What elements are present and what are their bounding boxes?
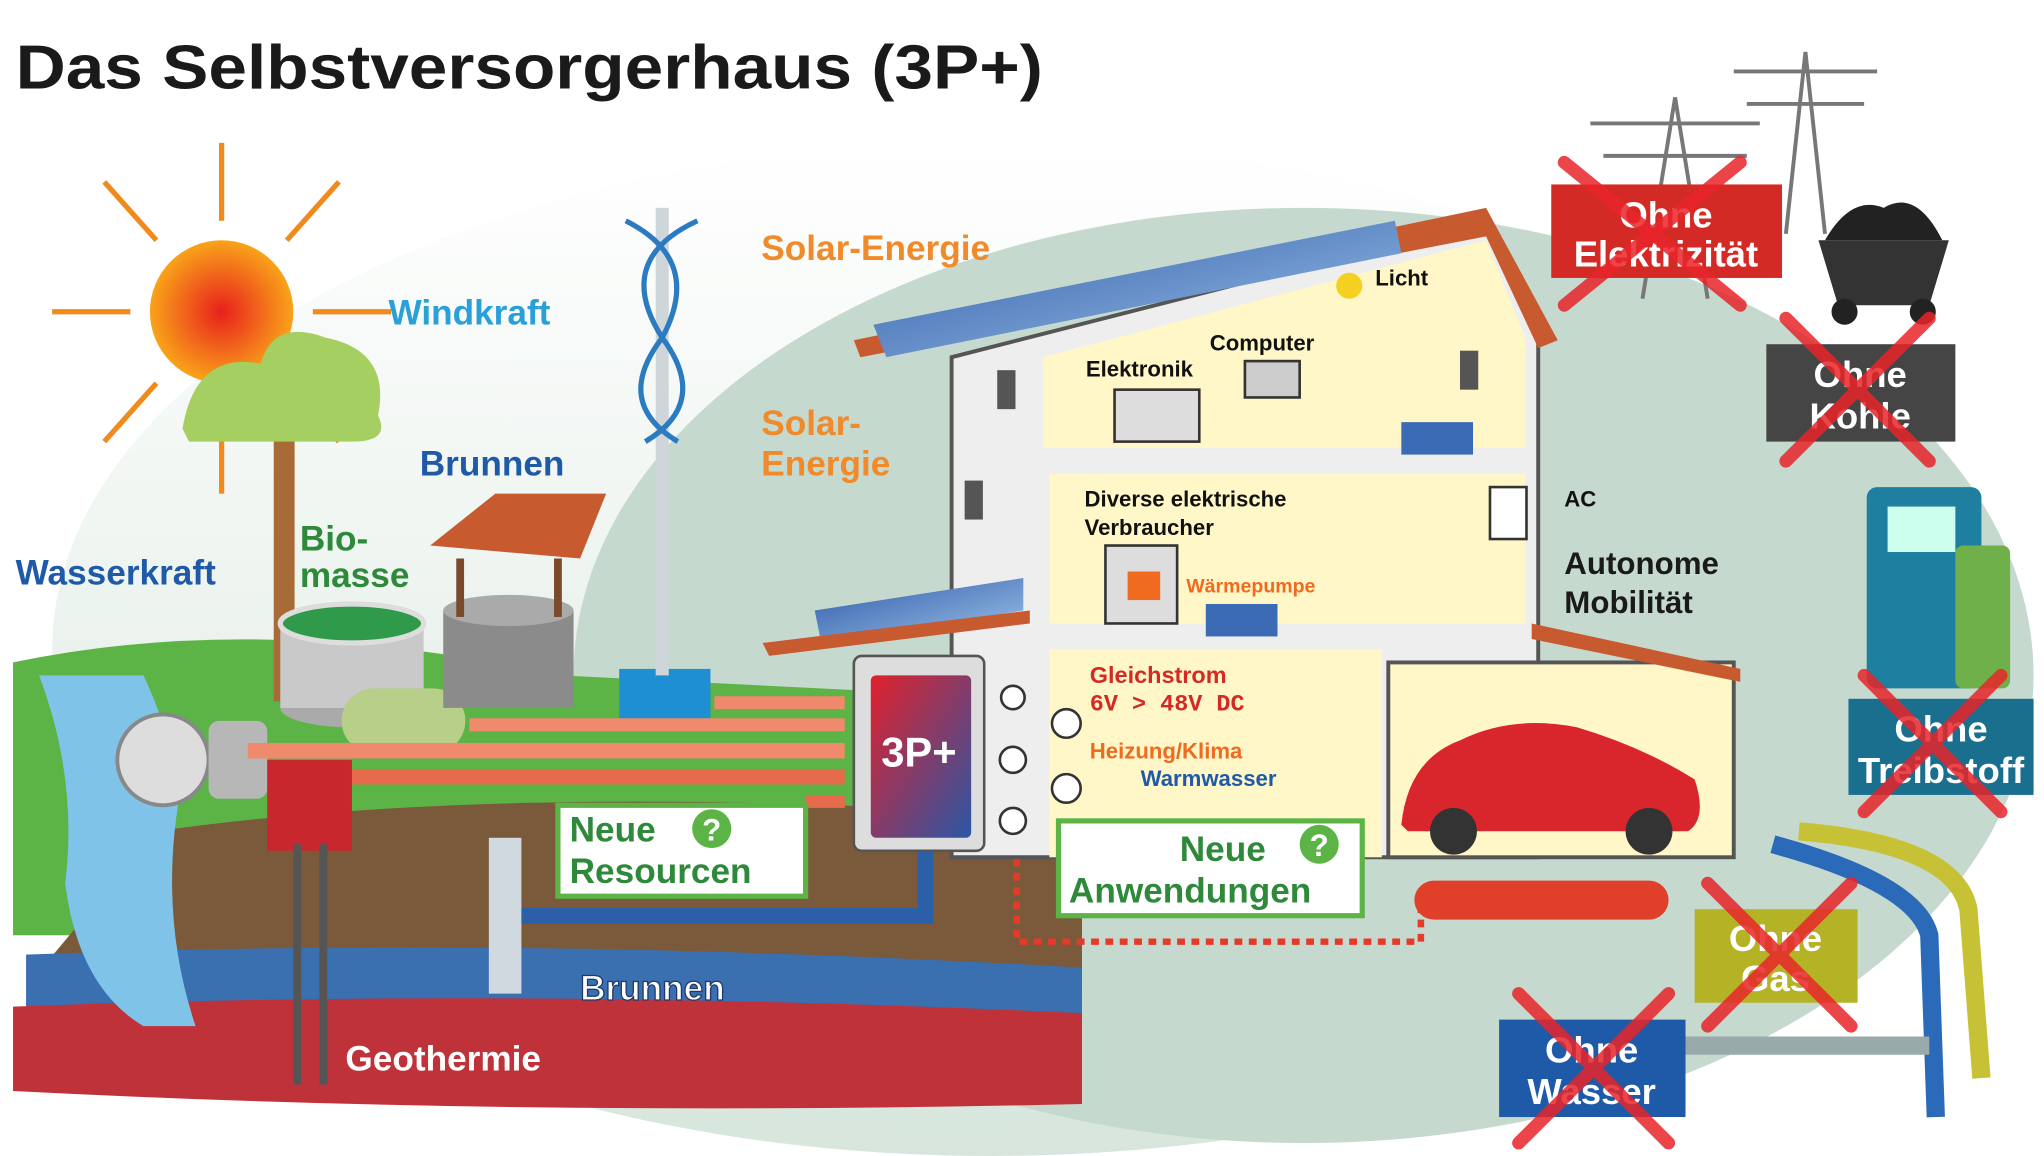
house-part	[1206, 604, 1278, 636]
house-part	[1490, 487, 1527, 539]
house-part	[997, 370, 1015, 409]
car-part	[1414, 881, 1668, 920]
house-part	[1460, 351, 1478, 390]
new-resources-label: Resourcen	[570, 852, 752, 891]
new-resources-label: Neue	[570, 811, 656, 850]
mobility-label: Autonome	[1564, 546, 1719, 581]
hydro-turbine-part	[117, 714, 208, 805]
hydro-label: Wasserkraft	[16, 554, 216, 593]
ac-label: AC	[1564, 487, 1596, 512]
car-part	[1430, 808, 1477, 855]
heating-label: Heizung/Klima	[1090, 739, 1243, 764]
hub-part-part	[1001, 686, 1024, 709]
sun-part-part	[104, 182, 156, 240]
hub-part-part	[1000, 747, 1026, 773]
energy-pipes-part	[469, 718, 844, 731]
hub-part-part	[1052, 774, 1081, 803]
title: Das Selbstversorgerhaus (3P+)	[16, 32, 1043, 102]
new-applications-label: Neue	[1180, 830, 1266, 869]
fuel-pump-part	[1955, 546, 2010, 689]
consumers-label: Diverse elektrische	[1085, 487, 1287, 512]
energy-pipes-part	[352, 769, 845, 785]
energy-pipes-part	[248, 743, 845, 759]
dc-label: 6V > 48V DC	[1090, 693, 1245, 719]
infographic: Das Selbstversorgerhaus (3P+) Windkraft …	[0, 0, 2044, 1156]
house-part	[1115, 390, 1200, 442]
biomass-label: Bio-	[300, 520, 368, 559]
mobility-label: Mobilität	[1564, 585, 1693, 620]
hub-label: 3P+	[881, 728, 956, 775]
hub-part-part	[1052, 709, 1081, 738]
wind-label: Windkraft	[388, 294, 550, 333]
energy-pipes-part	[806, 795, 845, 808]
house-part	[1336, 273, 1362, 299]
biomass-label: masse	[300, 556, 410, 595]
hub-part-part	[1000, 808, 1026, 834]
consumers-label: Verbraucher	[1085, 515, 1215, 540]
question-mark: ?	[1310, 828, 1329, 863]
coal-cart	[1818, 203, 1948, 325]
well-label: Brunnen	[580, 969, 725, 1008]
hot-water-label: Warmwasser	[1141, 766, 1277, 791]
fuel-pump-part	[1888, 507, 1956, 552]
geothermal-probe-part	[489, 838, 522, 994]
solar-label: Energie	[761, 444, 890, 483]
computer-label: Computer	[1210, 331, 1315, 356]
coal-cart-part	[1825, 203, 1942, 241]
dc-label: Gleichstrom	[1090, 662, 1227, 688]
well-part	[554, 559, 562, 617]
coal-cart-part	[1818, 240, 1948, 305]
heat-pump-label: Wärmepumpe	[1186, 575, 1315, 597]
house-part	[1401, 422, 1473, 454]
geothermal-label: Geothermie	[345, 1039, 541, 1078]
hydro-turbine-part	[267, 760, 352, 851]
well-label: Brunnen	[420, 444, 565, 483]
electronics-label: Elektronik	[1086, 357, 1194, 382]
sun-part-part	[287, 182, 339, 240]
geothermal-probe-part	[293, 844, 301, 1084]
energy-pipes-part	[714, 696, 844, 709]
coal-cart-part	[1832, 299, 1858, 325]
wind-turbine-part	[656, 208, 669, 676]
question-mark: ?	[702, 812, 721, 847]
house-part	[1245, 361, 1300, 397]
solar-label: Solar-Energie	[761, 229, 990, 268]
house-part	[1128, 572, 1161, 601]
biomass-tank-part	[280, 604, 423, 643]
new-applications-label: Anwendungen	[1069, 872, 1311, 911]
house-part	[965, 481, 983, 520]
solar-label: Solar-	[761, 404, 861, 443]
car-part	[1626, 808, 1673, 855]
light-label: Licht	[1375, 266, 1429, 291]
hydro-turbine-part	[209, 721, 268, 799]
geothermal-probe-part	[319, 844, 327, 1084]
wind-turbine-part	[619, 669, 710, 721]
well-part	[456, 559, 464, 617]
